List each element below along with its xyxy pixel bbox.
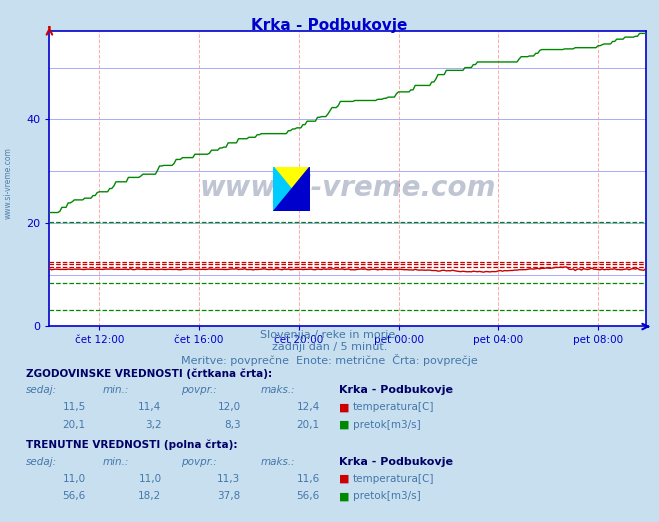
Text: povpr.:: povpr.: xyxy=(181,385,217,395)
Text: ZGODOVINSKE VREDNOSTI (črtkana črta):: ZGODOVINSKE VREDNOSTI (črtkana črta): xyxy=(26,368,272,378)
Text: maks.:: maks.: xyxy=(260,457,295,467)
Text: 11,6: 11,6 xyxy=(297,474,320,484)
Text: 56,6: 56,6 xyxy=(63,491,86,501)
Text: 18,2: 18,2 xyxy=(138,491,161,501)
Text: temperatura[C]: temperatura[C] xyxy=(353,474,434,484)
Text: zadnji dan / 5 minut.: zadnji dan / 5 minut. xyxy=(272,342,387,352)
Text: pretok[m3/s]: pretok[m3/s] xyxy=(353,420,420,430)
Text: min.:: min.: xyxy=(102,457,129,467)
Polygon shape xyxy=(273,167,310,211)
Text: Meritve: povprečne  Enote: metrične  Črta: povprečje: Meritve: povprečne Enote: metrične Črta:… xyxy=(181,354,478,366)
Text: 20,1: 20,1 xyxy=(297,420,320,430)
Polygon shape xyxy=(273,167,310,189)
Text: 11,0: 11,0 xyxy=(138,474,161,484)
Text: 11,4: 11,4 xyxy=(138,402,161,412)
Text: 11,0: 11,0 xyxy=(63,474,86,484)
Text: Krka - Podbukovje: Krka - Podbukovje xyxy=(251,18,408,33)
Text: 8,3: 8,3 xyxy=(224,420,241,430)
Text: pretok[m3/s]: pretok[m3/s] xyxy=(353,491,420,501)
Text: min.:: min.: xyxy=(102,385,129,395)
Text: 12,0: 12,0 xyxy=(217,402,241,412)
Text: Krka - Podbukovje: Krka - Podbukovje xyxy=(339,457,453,467)
Text: temperatura[C]: temperatura[C] xyxy=(353,402,434,412)
Text: TRENUTNE VREDNOSTI (polna črta):: TRENUTNE VREDNOSTI (polna črta): xyxy=(26,440,238,450)
Text: ■: ■ xyxy=(339,402,350,412)
Text: povpr.:: povpr.: xyxy=(181,457,217,467)
Text: www.si-vreme.com: www.si-vreme.com xyxy=(4,147,13,219)
Text: maks.:: maks.: xyxy=(260,385,295,395)
Text: ■: ■ xyxy=(339,491,350,501)
Text: 3,2: 3,2 xyxy=(145,420,161,430)
Text: 37,8: 37,8 xyxy=(217,491,241,501)
Text: www.si-vreme.com: www.si-vreme.com xyxy=(200,174,496,201)
Text: 11,5: 11,5 xyxy=(63,402,86,412)
Text: ■: ■ xyxy=(339,420,350,430)
Text: 11,3: 11,3 xyxy=(217,474,241,484)
Text: 56,6: 56,6 xyxy=(297,491,320,501)
Text: sedaj:: sedaj: xyxy=(26,385,57,395)
Text: ■: ■ xyxy=(339,474,350,484)
Polygon shape xyxy=(273,167,291,211)
Text: Slovenija / reke in morje.: Slovenija / reke in morje. xyxy=(260,330,399,340)
Text: 20,1: 20,1 xyxy=(63,420,86,430)
Text: Krka - Podbukovje: Krka - Podbukovje xyxy=(339,385,453,395)
Text: 12,4: 12,4 xyxy=(297,402,320,412)
Text: sedaj:: sedaj: xyxy=(26,457,57,467)
